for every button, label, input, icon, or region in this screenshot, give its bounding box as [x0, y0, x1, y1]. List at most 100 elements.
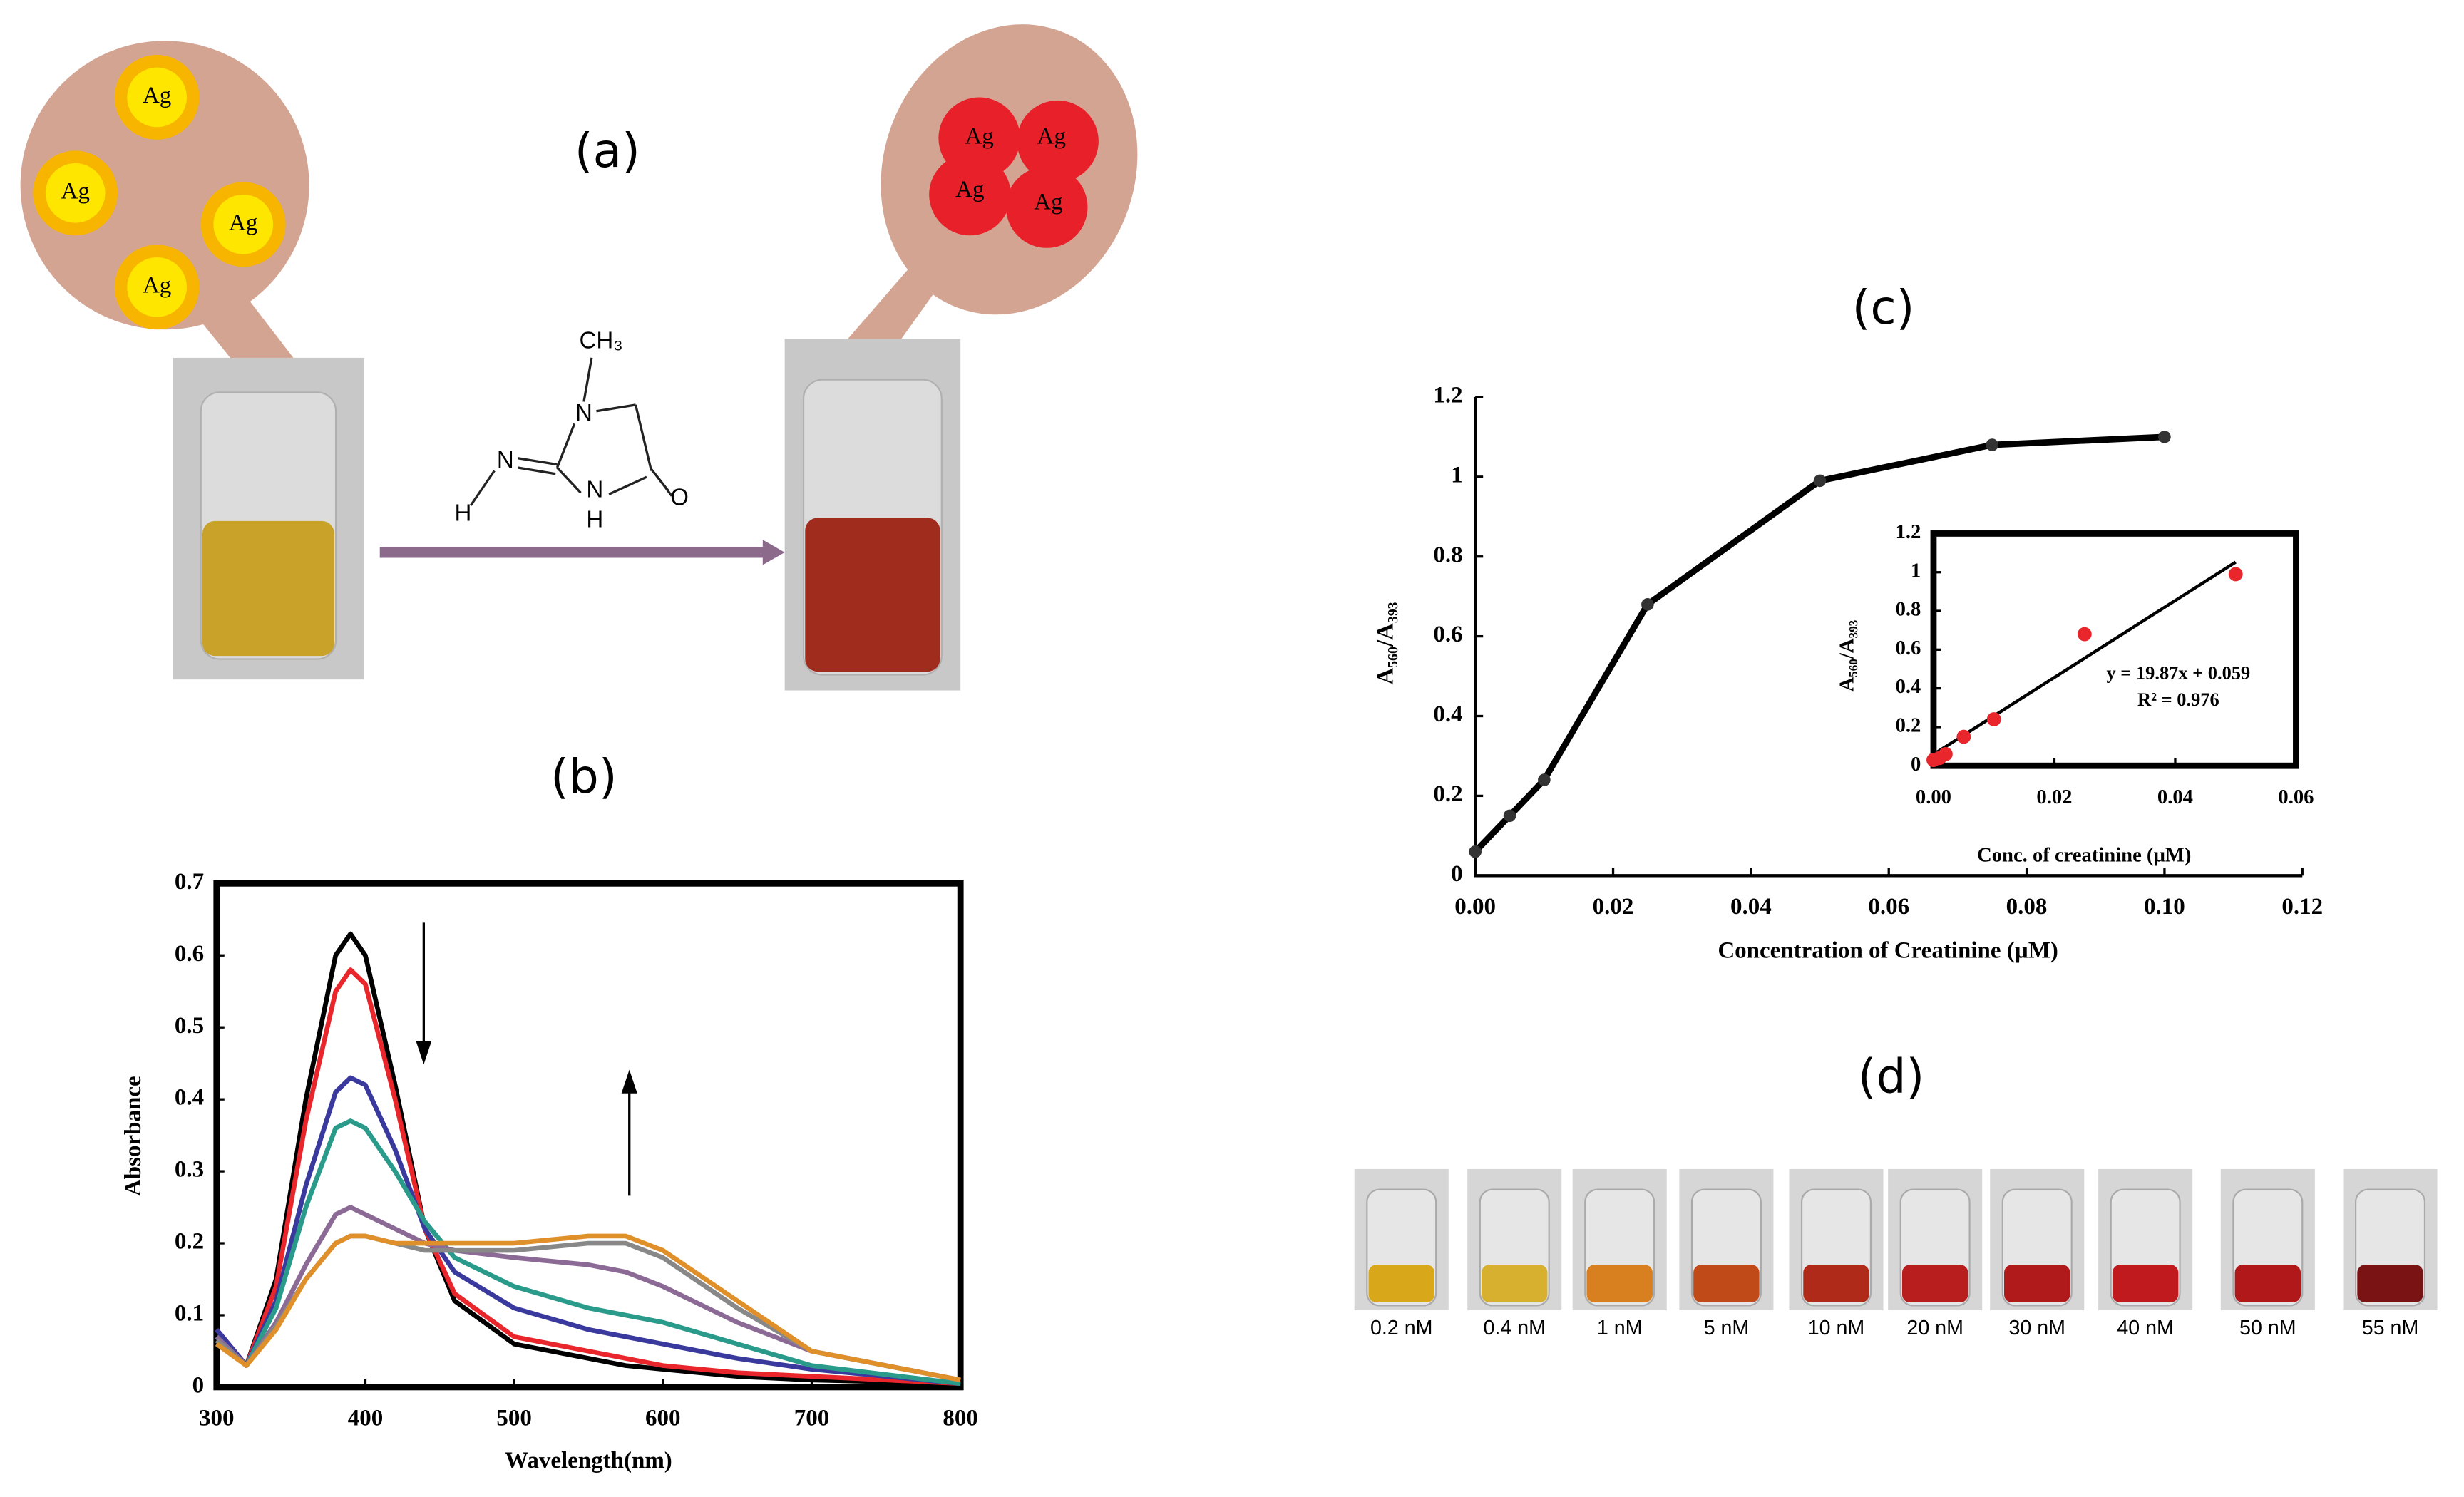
- particle-label: Ag: [143, 83, 171, 108]
- particle-label: Ag: [143, 272, 171, 298]
- vial-liquid: [2234, 1265, 2301, 1303]
- axes: [1473, 396, 2303, 878]
- r-squared: R² = 0.976: [2137, 689, 2219, 710]
- vial-label: 40 nM: [2117, 1317, 2174, 1339]
- y-tick-label: 0.5: [175, 1013, 204, 1039]
- vial-label: 5 nM: [1704, 1317, 1750, 1339]
- plot-frame: [1930, 530, 2299, 769]
- x-tick-label: 0.10: [2144, 894, 2185, 920]
- x-tick-label: 0.00: [1454, 894, 1496, 920]
- point: [1538, 773, 1551, 786]
- arrows: [416, 922, 637, 1196]
- particle-label: Ag: [61, 178, 90, 204]
- line-series: [215, 967, 961, 1387]
- x-tick-label: 600: [645, 1406, 681, 1431]
- x-axis-label: Concentration of Creatinine (µM): [1718, 938, 2058, 964]
- atom-label: O: [670, 484, 689, 510]
- vial-liquid: [1803, 1265, 1869, 1303]
- point: [1956, 729, 1971, 744]
- point: [1986, 712, 2001, 726]
- vial-label: 50 nM: [2239, 1317, 2296, 1339]
- point: [2158, 431, 2171, 443]
- x-tick-label: 700: [794, 1406, 830, 1431]
- y-tick-label: 0.6: [1896, 637, 1921, 659]
- panel-label: (d): [1858, 1049, 1924, 1104]
- line-series: [215, 1233, 961, 1383]
- vial-liquid: [1482, 1265, 1548, 1303]
- y-tick-label: 0.2: [175, 1229, 204, 1255]
- trendline: [1932, 560, 2237, 756]
- vial-label: 0.4 nM: [1483, 1317, 1545, 1339]
- y-tick-label: 1: [1911, 560, 1921, 582]
- vial-label: 1 nM: [1597, 1317, 1643, 1339]
- y-tick-label: 0.3: [175, 1157, 204, 1183]
- x-tick-label: 0.04: [1730, 894, 1772, 920]
- y-tick-label: 0.8: [1896, 599, 1921, 621]
- y-axis-label: A₅₆₀/A₃₉₃: [1837, 620, 1859, 692]
- atom-label: N: [497, 446, 514, 473]
- y-tick-label: 0.6: [1433, 622, 1462, 647]
- particle-label: Ag: [955, 177, 984, 202]
- y-tick-label: 0.2: [1433, 781, 1462, 807]
- x-tick-label: 400: [348, 1406, 383, 1431]
- y-tick-label: 0.1: [175, 1301, 204, 1327]
- x-tick-label: 0.12: [2281, 894, 2323, 920]
- y-tick-label: 1.2: [1896, 521, 1921, 543]
- x-tick-label: 0.04: [2157, 786, 2193, 808]
- y-tick-label: 0.6: [175, 941, 204, 967]
- y-tick-label: 0: [192, 1372, 205, 1398]
- y-tick-label: 1.2: [1433, 382, 1462, 408]
- vial-label: 55 nM: [2362, 1317, 2419, 1339]
- vial-liquid: [2357, 1265, 2423, 1303]
- particle-label: Ag: [229, 210, 257, 235]
- x-tick-label: 800: [943, 1406, 977, 1431]
- x-tick-label: 0.02: [2036, 786, 2072, 808]
- y-tick-label: 0.7: [175, 869, 204, 895]
- y-tick-label: 0.4: [1896, 676, 1921, 698]
- panel-label: (a): [575, 123, 640, 178]
- point: [2077, 627, 2092, 642]
- plot-frame: [213, 880, 964, 1391]
- y-tick-label: 0.8: [1433, 542, 1462, 567]
- equation: y = 19.87x + 0.059: [2106, 662, 2250, 684]
- y-tick-label: 0: [1911, 753, 1921, 776]
- x-tick-label: 0.00: [1916, 786, 1951, 808]
- atom-label: H: [586, 506, 603, 533]
- line-series: [215, 931, 961, 1387]
- point: [2228, 567, 2243, 582]
- y-axis-label: A₅₆₀/A₃₉₃: [1373, 602, 1399, 684]
- panel-label: (b): [550, 749, 617, 804]
- vial-liquid: [1693, 1265, 1760, 1303]
- line-series: [215, 1118, 961, 1387]
- x-axis-label: Wavelength(nm): [505, 1448, 672, 1473]
- particle-label: Ag: [1037, 123, 1066, 149]
- atom-label: N: [586, 476, 603, 503]
- point: [1813, 474, 1827, 488]
- point: [1503, 809, 1516, 823]
- point: [1986, 438, 1999, 451]
- x-tick-label: 300: [199, 1406, 235, 1431]
- y-tick-label: 1: [1451, 462, 1463, 488]
- x-tick-label: 0.06: [1868, 894, 1909, 920]
- line-series: [215, 1075, 961, 1387]
- vial-liquid: [1368, 1265, 1434, 1303]
- vial-label: 0.2 nM: [1370, 1317, 1432, 1339]
- panel-a: Ag Ag Ag Ag Ag Ag Ag Ag CH₃ N N H N H O …: [20, 24, 1138, 691]
- y-axis-label: Absorbance: [120, 1076, 146, 1196]
- particle-label: Ag: [965, 123, 993, 149]
- point: [1939, 747, 1953, 761]
- atom-label: N: [575, 399, 592, 426]
- point: [1469, 845, 1482, 858]
- panel-label: (c): [1852, 280, 1915, 335]
- x-tick-label: 500: [496, 1406, 532, 1431]
- y-tick-label: 0.4: [175, 1085, 204, 1111]
- y-tick-label: 0.2: [1896, 714, 1921, 736]
- point: [1641, 598, 1654, 611]
- atom-label: CH₃: [580, 327, 623, 354]
- vial-liquid: [1586, 1265, 1653, 1303]
- y-tick-label: 0: [1451, 861, 1463, 887]
- x-tick-label: 0.06: [2278, 786, 2314, 808]
- vial-liquid: [2112, 1265, 2179, 1303]
- vial-label: 30 nM: [2008, 1317, 2065, 1339]
- x-axis-label: Conc. of creatinine (µM): [1977, 844, 2191, 866]
